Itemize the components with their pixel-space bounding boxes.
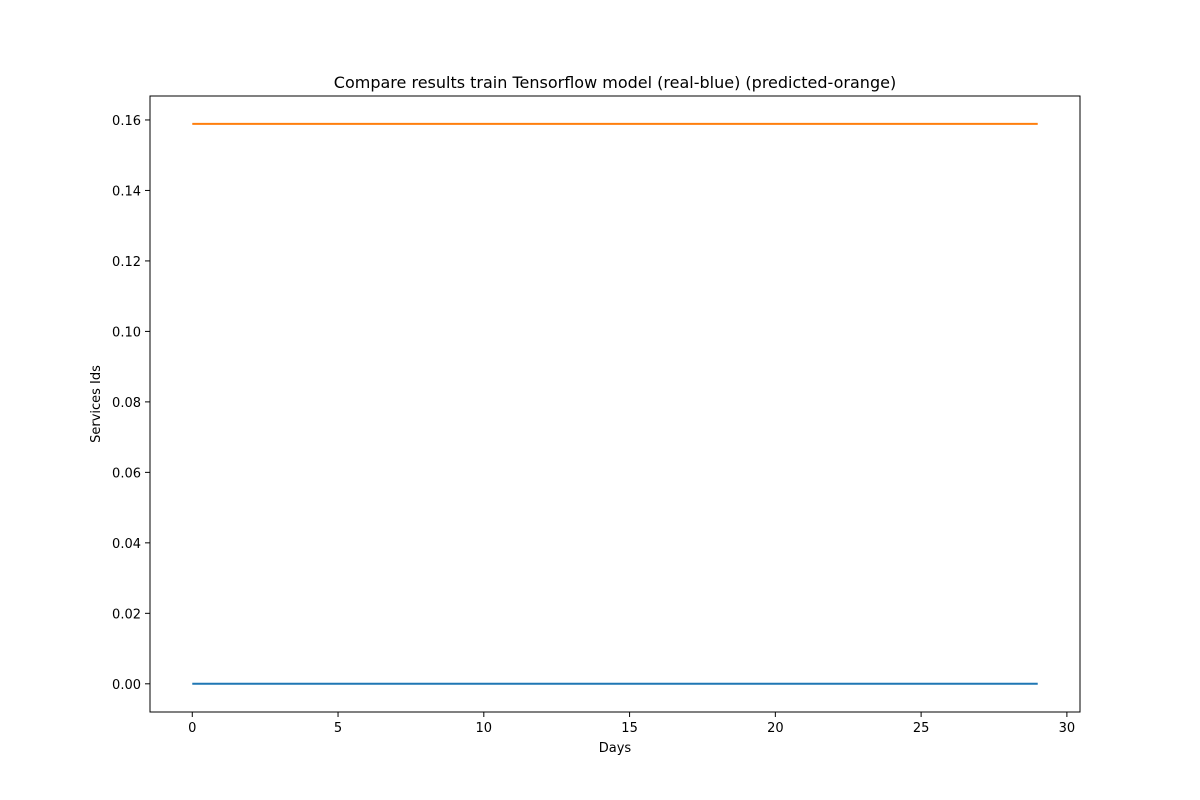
x-axis-label: Days	[599, 741, 632, 756]
x-tick-label: 30	[1059, 721, 1076, 736]
y-tick-label: 0.06	[112, 466, 141, 481]
y-tick-label: 0.12	[112, 255, 141, 270]
y-axis-label: Services Ids	[89, 365, 104, 443]
y-tick-label: 0.16	[112, 114, 141, 129]
y-tick-label: 0.14	[112, 184, 141, 199]
x-tick-label: 15	[621, 721, 638, 736]
x-tick-label: 20	[767, 721, 784, 736]
y-axis-ticks: 0.00 0.02 0.04 0.06 0.08 0.10 0.12 0.14 0.16	[112, 114, 150, 693]
y-tick-label: 0.00	[112, 678, 141, 693]
x-tick-label: 0	[188, 721, 196, 736]
y-tick-label: 0.10	[112, 325, 141, 340]
chart-title: Compare results train Tensorflow model (…	[334, 73, 896, 92]
x-tick-label: 25	[913, 721, 930, 736]
y-tick-label: 0.08	[112, 396, 141, 411]
y-tick-label: 0.02	[112, 607, 141, 622]
plot-frame	[149, 95, 1081, 713]
plot-area	[149, 95, 1081, 713]
x-axis-ticks: 0 5 10 15 20 25 30	[188, 712, 1075, 736]
x-tick-label: 5	[334, 721, 342, 736]
x-tick-label: 10	[476, 721, 493, 736]
y-tick-label: 0.04	[112, 537, 141, 552]
